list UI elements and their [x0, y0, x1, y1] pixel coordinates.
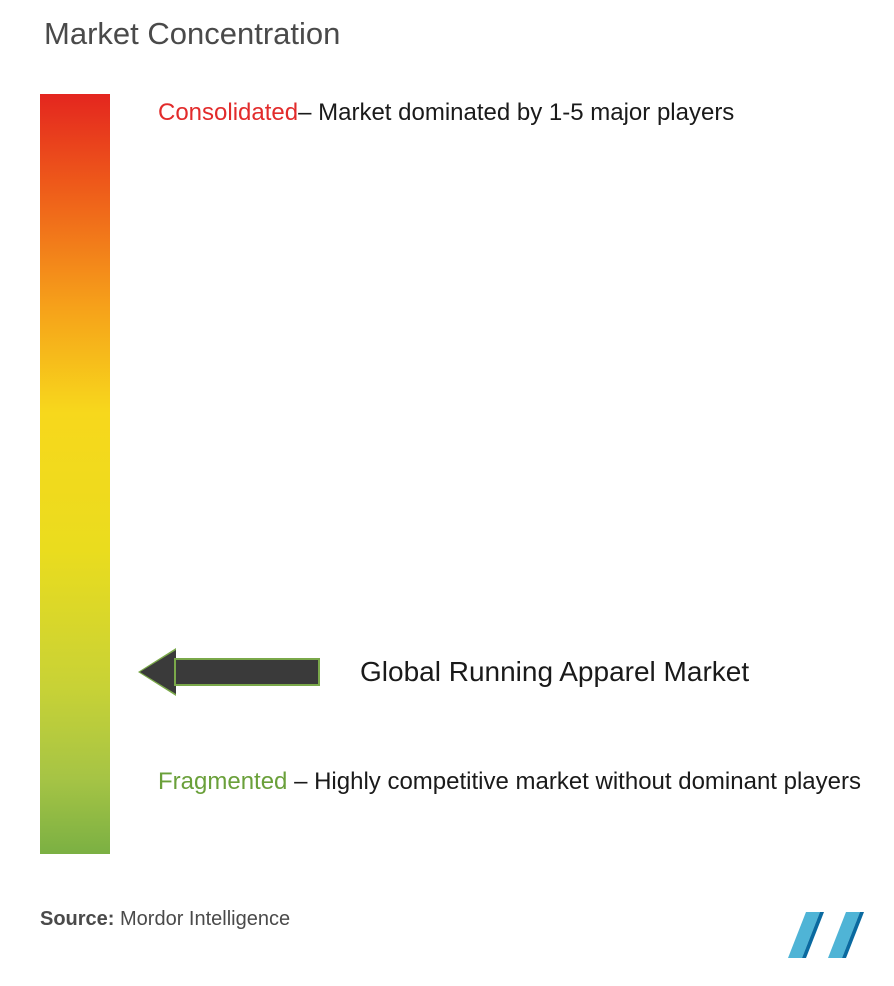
market-pointer-row: Global Running Apparel Market [140, 650, 749, 694]
consolidated-highlight: Consolidated [158, 99, 298, 126]
concentration-gradient-bar [40, 94, 110, 854]
consolidated-label-row: Consolidated– Market dominated by 1-5 ma… [158, 96, 734, 130]
page-title: Market Concentration [44, 16, 340, 52]
consolidated-description: – Market dominated by 1-5 major players [298, 99, 734, 126]
fragmented-label-row: Fragmented – Highly competitive market w… [158, 762, 874, 803]
market-name-label: Global Running Apparel Market [360, 656, 749, 688]
fragmented-highlight: Fragmented [158, 768, 287, 795]
source-attribution: Source: Mordor Intelligence [40, 908, 290, 931]
source-value: Mordor Intelligence [114, 908, 290, 930]
source-label: Source: [40, 908, 114, 930]
mordor-logo-icon [784, 908, 870, 962]
arrow-left-icon [140, 650, 320, 694]
fragmented-description: – Highly competitive market without domi… [287, 768, 861, 795]
